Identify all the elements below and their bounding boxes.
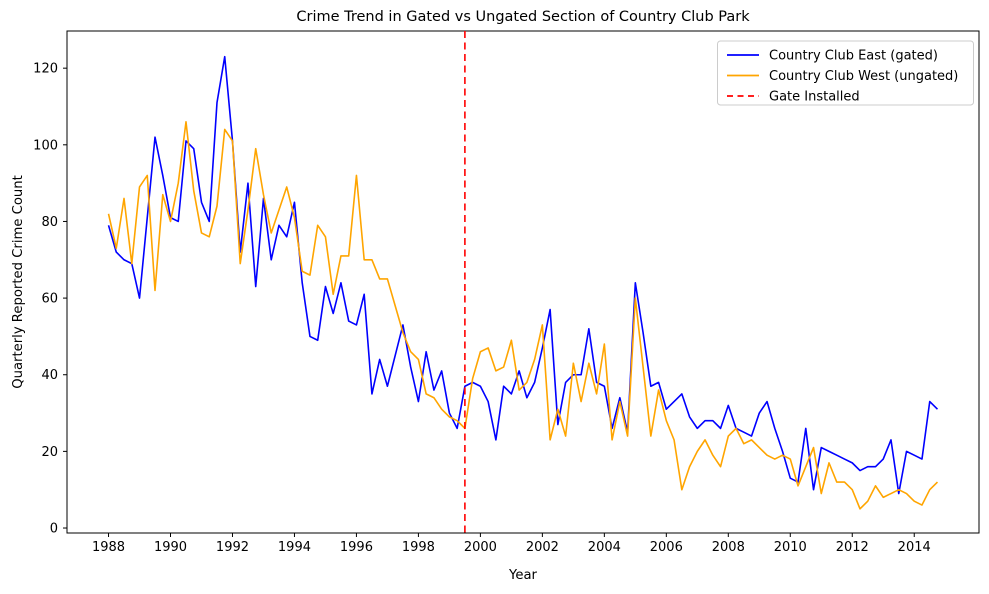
- legend-box: [717, 40, 974, 106]
- y-axis: 0 20 40 60 80 100 120: [33, 62, 67, 537]
- y-tick-label: 20: [41, 445, 58, 460]
- legend: Country Club East (gated) Country Club W…: [717, 40, 974, 106]
- x-tick-label: 2010: [774, 540, 807, 555]
- x-tick-label: 1990: [154, 540, 187, 555]
- legend-west-label: Country Club West (ungated): [769, 69, 958, 84]
- x-tick-label: 1988: [92, 540, 125, 555]
- series-lines: [107, 55, 939, 510]
- x-tick-label: 2004: [588, 540, 621, 555]
- x-tick-label: 1994: [278, 540, 311, 555]
- x-tick-label: 1996: [340, 540, 373, 555]
- legend-gate-label: Gate Installed: [769, 90, 860, 105]
- x-tick-label: 1992: [216, 540, 249, 555]
- chart-title: Crime Trend in Gated vs Ungated Section …: [296, 9, 750, 25]
- y-tick-label: 40: [41, 368, 58, 383]
- x-axis: 1988 1990 1992 1994 1996 1998 2000 2002 2004 2006…: [92, 533, 931, 555]
- y-tick-label: 80: [41, 215, 58, 230]
- y-tick-label: 60: [41, 292, 58, 307]
- y-tick-label: 0: [50, 522, 58, 537]
- x-tick-label: 2006: [650, 540, 683, 555]
- series-west-line: [107, 121, 939, 510]
- plot-area-frame: [66, 30, 980, 534]
- y-tick-label: 100: [33, 138, 58, 153]
- series-east-line: [107, 55, 939, 495]
- x-tick-label: 2000: [464, 540, 497, 555]
- x-tick-label: 2012: [836, 540, 869, 555]
- y-tick-label: 120: [33, 62, 58, 77]
- x-tick-label: 1998: [402, 540, 435, 555]
- x-tick-label: 2008: [712, 540, 745, 555]
- x-tick-label: 2014: [898, 540, 931, 555]
- legend-east-label: Country Club East (gated): [769, 49, 938, 64]
- x-axis-label: Year: [508, 568, 537, 583]
- y-axis-label: Quarterly Reported Crime Count: [11, 175, 26, 389]
- x-tick-label: 2002: [526, 540, 559, 555]
